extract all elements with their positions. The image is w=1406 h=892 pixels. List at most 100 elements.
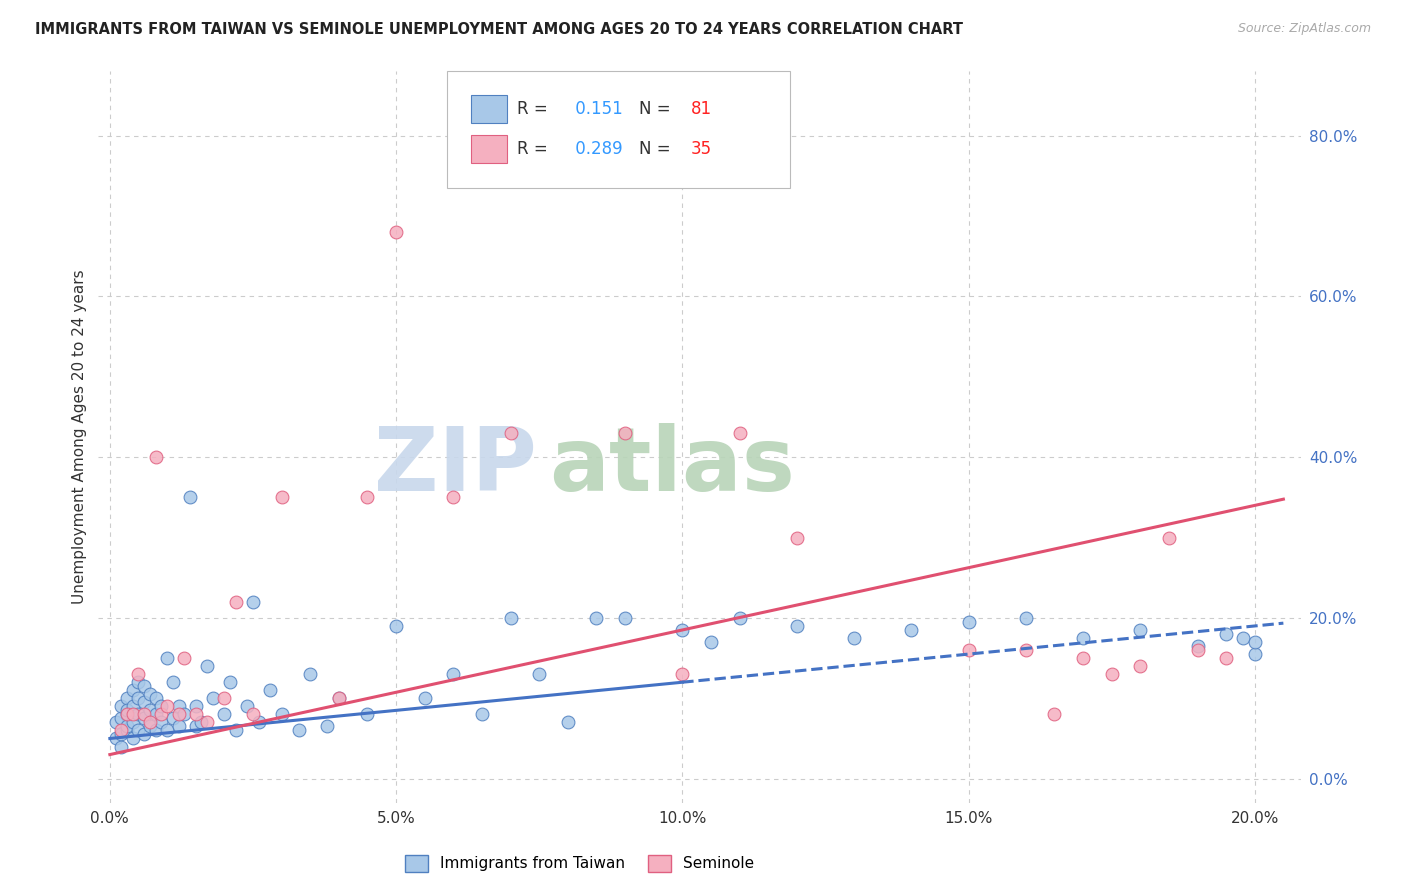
- Point: [242, 595, 264, 609]
- Point: [529, 667, 551, 681]
- Point: [134, 707, 156, 722]
- Point: [115, 691, 138, 706]
- Point: [614, 611, 637, 625]
- Point: [110, 739, 132, 754]
- Legend: Immigrants from Taiwan, Seminole: Immigrants from Taiwan, Seminole: [396, 847, 762, 880]
- Point: [242, 707, 264, 722]
- Point: [184, 707, 207, 722]
- FancyBboxPatch shape: [471, 95, 508, 122]
- Point: [225, 595, 247, 609]
- Point: [150, 699, 173, 714]
- Point: [441, 491, 464, 505]
- Point: [195, 659, 218, 673]
- Point: [128, 675, 150, 690]
- Point: [115, 723, 138, 738]
- Point: [184, 719, 207, 733]
- Point: [614, 425, 637, 440]
- Point: [328, 691, 350, 706]
- Text: 0.151: 0.151: [569, 100, 623, 118]
- Point: [1071, 651, 1094, 665]
- Point: [167, 719, 190, 733]
- Point: [201, 691, 224, 706]
- Point: [121, 707, 143, 722]
- Text: N =: N =: [640, 140, 676, 158]
- Point: [115, 703, 138, 717]
- Point: [1043, 707, 1066, 722]
- Point: [1243, 635, 1265, 649]
- Point: [214, 691, 236, 706]
- Text: 81: 81: [692, 100, 713, 118]
- FancyBboxPatch shape: [471, 135, 508, 162]
- Point: [145, 691, 167, 706]
- Text: 35: 35: [692, 140, 713, 158]
- Point: [700, 635, 723, 649]
- Point: [110, 723, 132, 738]
- Text: atlas: atlas: [550, 423, 796, 510]
- Text: 0.289: 0.289: [569, 140, 623, 158]
- Point: [121, 731, 143, 746]
- Point: [1129, 623, 1152, 637]
- Point: [671, 623, 693, 637]
- Point: [471, 707, 494, 722]
- FancyBboxPatch shape: [447, 71, 790, 188]
- Point: [162, 675, 184, 690]
- Point: [1071, 631, 1094, 645]
- Point: [499, 425, 522, 440]
- Point: [957, 615, 980, 629]
- Point: [356, 707, 378, 722]
- Point: [121, 683, 143, 698]
- Point: [1157, 531, 1180, 545]
- Point: [1015, 643, 1038, 657]
- Point: [356, 491, 378, 505]
- Point: [270, 707, 292, 722]
- Point: [110, 699, 132, 714]
- Point: [1215, 627, 1237, 641]
- Point: [316, 719, 339, 733]
- Point: [121, 699, 143, 714]
- Text: Source: ZipAtlas.com: Source: ZipAtlas.com: [1237, 22, 1371, 36]
- Point: [1015, 611, 1038, 625]
- Point: [139, 687, 162, 701]
- Point: [214, 707, 236, 722]
- Text: IMMIGRANTS FROM TAIWAN VS SEMINOLE UNEMPLOYMENT AMONG AGES 20 TO 24 YEARS CORREL: IMMIGRANTS FROM TAIWAN VS SEMINOLE UNEMP…: [35, 22, 963, 37]
- Point: [145, 707, 167, 722]
- Point: [173, 707, 195, 722]
- Point: [1215, 651, 1237, 665]
- Point: [219, 675, 242, 690]
- Point: [270, 491, 292, 505]
- Point: [184, 699, 207, 714]
- Text: R =: R =: [517, 100, 553, 118]
- Point: [139, 719, 162, 733]
- Point: [104, 731, 127, 746]
- Point: [121, 715, 143, 730]
- Point: [413, 691, 436, 706]
- Point: [441, 667, 464, 681]
- Point: [134, 711, 156, 725]
- Point: [190, 715, 212, 730]
- Point: [139, 703, 162, 717]
- Point: [1187, 639, 1209, 653]
- Point: [150, 707, 173, 722]
- Text: R =: R =: [517, 140, 553, 158]
- Point: [225, 723, 247, 738]
- Point: [128, 707, 150, 722]
- Point: [299, 667, 322, 681]
- Point: [499, 611, 522, 625]
- Point: [167, 707, 190, 722]
- Point: [110, 711, 132, 725]
- Point: [728, 425, 751, 440]
- Point: [728, 611, 751, 625]
- Point: [1129, 659, 1152, 673]
- Point: [134, 695, 156, 709]
- Point: [957, 643, 980, 657]
- Text: ZIP: ZIP: [374, 423, 537, 510]
- Point: [557, 715, 579, 730]
- Point: [156, 699, 179, 714]
- Point: [247, 715, 270, 730]
- Point: [900, 623, 922, 637]
- Point: [259, 683, 281, 698]
- Point: [328, 691, 350, 706]
- Point: [385, 619, 408, 633]
- Point: [385, 225, 408, 239]
- Point: [115, 707, 138, 722]
